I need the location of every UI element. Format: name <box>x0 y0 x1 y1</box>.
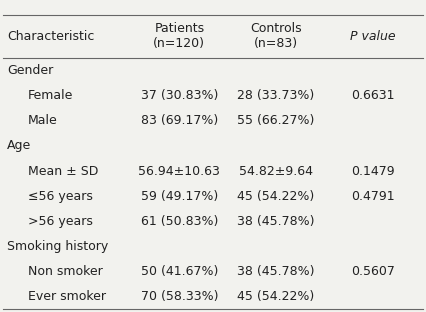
Text: 70 (58.33%): 70 (58.33%) <box>141 290 218 303</box>
Text: Female: Female <box>28 89 73 102</box>
Text: Gender: Gender <box>7 64 53 77</box>
Text: 56.94±10.63: 56.94±10.63 <box>138 164 220 178</box>
Text: 45 (54.22%): 45 (54.22%) <box>237 190 315 203</box>
Text: 55 (66.27%): 55 (66.27%) <box>237 114 315 127</box>
Text: 28 (33.73%): 28 (33.73%) <box>237 89 315 102</box>
Text: ≤56 years: ≤56 years <box>28 190 93 203</box>
Text: Patients
(n=120): Patients (n=120) <box>153 22 205 51</box>
Text: Characteristic: Characteristic <box>7 30 94 43</box>
Text: Smoking history: Smoking history <box>7 240 108 253</box>
Text: 50 (41.67%): 50 (41.67%) <box>141 265 218 278</box>
Text: 0.4791: 0.4791 <box>351 190 394 203</box>
Text: P value: P value <box>350 30 396 43</box>
Text: 0.1479: 0.1479 <box>351 164 394 178</box>
Text: 38 (45.78%): 38 (45.78%) <box>237 265 315 278</box>
Text: 61 (50.83%): 61 (50.83%) <box>141 215 218 228</box>
Text: Mean ± SD: Mean ± SD <box>28 164 98 178</box>
Text: Non smoker: Non smoker <box>28 265 103 278</box>
Text: Ever smoker: Ever smoker <box>28 290 106 303</box>
Text: >56 years: >56 years <box>28 215 93 228</box>
Text: 45 (54.22%): 45 (54.22%) <box>237 290 315 303</box>
Text: Controls
(n=83): Controls (n=83) <box>250 22 302 51</box>
Text: 59 (49.17%): 59 (49.17%) <box>141 190 218 203</box>
Text: 83 (69.17%): 83 (69.17%) <box>141 114 218 127</box>
Text: Age: Age <box>7 139 31 152</box>
Text: Male: Male <box>28 114 58 127</box>
Text: 0.6631: 0.6631 <box>351 89 394 102</box>
Text: 54.82±9.64: 54.82±9.64 <box>239 164 313 178</box>
Text: 0.5607: 0.5607 <box>351 265 395 278</box>
Text: 37 (30.83%): 37 (30.83%) <box>141 89 218 102</box>
Text: 38 (45.78%): 38 (45.78%) <box>237 215 315 228</box>
